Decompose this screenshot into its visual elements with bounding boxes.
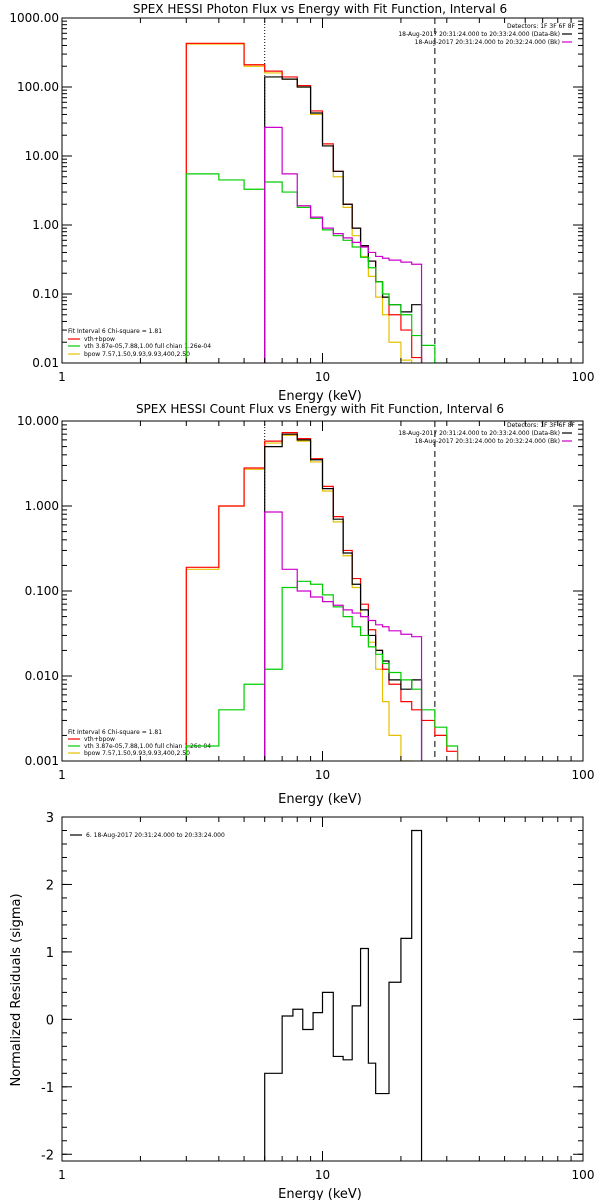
y-axis-ticks: 0.01 0.10 1.00 10.00 100.00 1000.00 (9, 11, 583, 370)
x-tick-label: 10 (315, 1168, 330, 1182)
y-tick-label: 0.100 (25, 584, 59, 598)
series-data-line (264, 433, 423, 761)
legend-fit-total: vth+bpow (84, 336, 115, 343)
y-axis-ticks: -2 -1 0 1 2 3 (41, 811, 583, 1163)
series-total-fit-line (185, 432, 459, 761)
series-data-line (264, 76, 423, 363)
count-flux-panel: SPEX HESSI Count Flux vs Energy with Fit… (17, 402, 594, 807)
data-series-group (185, 42, 447, 363)
x-tick-label: 100 (572, 768, 595, 782)
y-tick-label: 100.00 (17, 80, 59, 94)
legend-fit-bpow: bpow 7.57,1.50,9.93,9.93,400,2.50 (84, 351, 190, 358)
series-vth-line (185, 580, 459, 761)
y-tick-label: 10.00 (25, 149, 59, 163)
y-axis-label: Normalized Residuals (sigma) (9, 893, 24, 1086)
y-tick-label: 1 (46, 946, 54, 961)
y-tick-label: 0.10 (32, 287, 59, 301)
chart-title: SPEX HESSI Count Flux vs Energy with Fit… (136, 402, 504, 416)
x-axis-label: Energy (keV) (278, 792, 362, 807)
x-tick-label: 10 (315, 370, 330, 384)
x-axis-label: Energy (keV) (278, 1187, 362, 1200)
legend-detectors: Detectors: 1F 3F 6F 8F (507, 23, 576, 30)
x-tick-label: 10 (315, 768, 330, 782)
y-tick-label: 10.000 (17, 414, 59, 428)
x-tick-label: 1 (58, 1168, 66, 1182)
legend-fit-header: Fit Interval 6 Chi-square = 1.81 (68, 328, 162, 335)
y-tick-label: 0 (46, 1013, 54, 1028)
legend-entry-bk: 18-Aug-2017 20:31:24.000 to 20:32:24.000… (415, 438, 560, 445)
x-tick-label: 100 (572, 1168, 595, 1182)
data-series-group (264, 829, 423, 1161)
series-data-line (264, 829, 423, 1161)
legend-fit-total: vth+bpow (84, 736, 115, 743)
legend-fit-vth: vth 3.87e-05,7.88,1.00 full chian 1.26e-… (84, 343, 211, 350)
legend-entry: 6. 18-Aug-2017 20:31:24.000 to 20:33:24.… (86, 832, 225, 839)
y-tick-label: 0.001 (25, 754, 59, 768)
chart-title: SPEX HESSI Photon Flux vs Energy with Fi… (133, 2, 507, 16)
plot-frame (61, 816, 584, 1162)
data-series-group (185, 432, 459, 761)
legend-detectors: Detectors: 1F 3F 6F 8F (507, 422, 576, 429)
y-tick-label: 2 (46, 878, 54, 893)
x-axis-ticks: 1 10 100 (58, 421, 594, 782)
y-tick-label: -1 (41, 1081, 54, 1096)
y-tick-label: 1.00 (32, 218, 59, 232)
x-axis-ticks: 1 10 100 (58, 18, 594, 384)
series-bpow-line (185, 434, 412, 761)
x-tick-label: 1 (58, 370, 66, 384)
x-tick-label: 100 (572, 370, 595, 384)
y-tick-label: 0.01 (32, 356, 59, 370)
series-vth-line (185, 173, 447, 363)
y-tick-label: 1000.00 (9, 11, 59, 25)
series-background-model-line (264, 511, 423, 761)
legend-fit-vth: vth 3.87e-05,7.88,1.00 full chian 1.26e-… (84, 743, 211, 750)
y-tick-label: -2 (41, 1148, 54, 1163)
y-tick-label: 1.000 (25, 499, 59, 513)
residuals-panel: Energy (keV) Normalized Residuals (sigma… (9, 811, 594, 1200)
plot-frame (61, 17, 584, 364)
x-axis-label: Energy (keV) (278, 389, 362, 404)
legend-fit-bpow: bpow 7.57,1.50,9.93,9.93,400,2.50 (84, 750, 190, 757)
legend-entry-data: 18-Aug-2017 20:31:24.000 to 20:33:24.000… (398, 31, 560, 38)
legend-entry-bk: 18-Aug-2017 20:31:24.000 to 20:32:24.000… (415, 39, 560, 46)
y-axis-ticks: 0.001 0.010 0.100 1.000 10.000 (17, 414, 583, 768)
legend-fit-header: Fit Interval 6 Chi-square = 1.81 (68, 729, 162, 736)
series-bpow-line (185, 43, 413, 363)
y-tick-label: 3 (46, 811, 54, 826)
x-axis-ticks: 1 10 100 (58, 817, 594, 1182)
x-tick-label: 1 (58, 768, 66, 782)
legend-entry-data: 18-Aug-2017 20:31:24.000 to 20:33:24.000… (398, 430, 560, 437)
photon-flux-panel: SPEX HESSI Photon Flux vs Energy with Fi… (9, 2, 594, 404)
y-tick-label: 0.010 (25, 669, 59, 683)
series-background-model-line (264, 126, 423, 363)
